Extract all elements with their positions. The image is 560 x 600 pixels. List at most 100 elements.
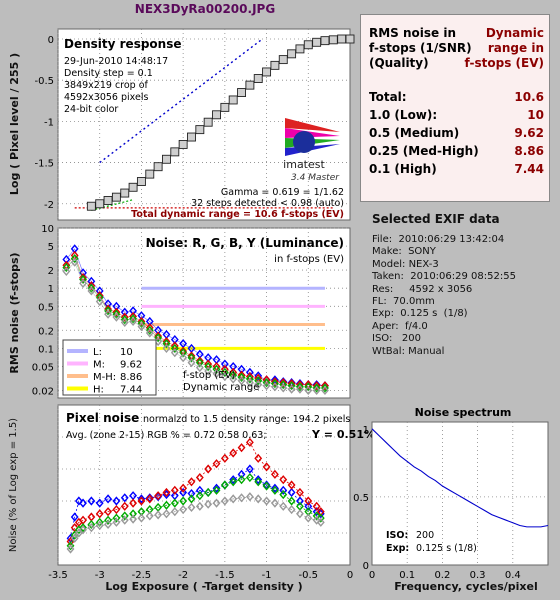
pixel-marker (179, 487, 188, 498)
pixel-marker (212, 498, 221, 508)
density-info-4: 4592x3056 pixels (64, 92, 148, 103)
pixel-marker (70, 533, 79, 543)
pixel-series-line (70, 477, 321, 546)
pixel-title: Pixel noise (66, 411, 139, 425)
pixel-marker (296, 496, 304, 506)
pixel-xtick-label: -3.5 (48, 570, 68, 581)
pixel-marker (137, 496, 146, 506)
noise-marker (220, 359, 229, 369)
noise-marker (204, 361, 213, 372)
pixel-marker (316, 517, 325, 527)
spectrum-iso-label: ISO: (386, 530, 408, 541)
density-step-marker (95, 199, 105, 209)
rms-row-label-3: 0.25 (Med-High) (369, 144, 479, 158)
noise-marker (304, 380, 313, 390)
noise-marker (95, 292, 104, 303)
pixel-marker (112, 517, 121, 527)
pixel-marker (229, 477, 238, 487)
noise-marker (296, 384, 304, 394)
noise-marker (220, 367, 229, 377)
pixel-marker (162, 487, 171, 498)
density-step-marker (228, 95, 238, 105)
density-step-marker (136, 177, 146, 186)
density-info-5: 24-bit color (64, 104, 118, 115)
pixel-marker (245, 492, 254, 502)
rms-header-left-2: f-stops (1/SNR) (369, 41, 472, 55)
rms-header-right-2: range in (488, 41, 544, 55)
noise-ytick-label: 5 (48, 242, 54, 253)
pixel-marker (245, 472, 254, 483)
density-step-marker (312, 37, 322, 47)
noise-ylabel: RMS noise (f-stops) (8, 252, 21, 373)
noise-marker (170, 348, 179, 358)
noise-ytick-label: 10 (41, 224, 54, 235)
pixel-marker (95, 509, 104, 519)
noise-ytick-label: 2 (48, 266, 54, 277)
density-info-1: 29-Jun-2010 14:48:17 (64, 56, 168, 67)
pixel-marker (137, 513, 146, 523)
noise-ytick-label: 1 (48, 284, 54, 295)
rms-row-label-0: Total: (369, 90, 407, 104)
noise-marker (254, 380, 263, 390)
noise-marker (137, 322, 146, 332)
noise-subtitle: in f-stops (EV) (274, 254, 344, 265)
pixel-marker (104, 507, 112, 517)
density-step-marker (287, 49, 297, 59)
density-ytick-label: -0.5 (34, 76, 54, 87)
legend-key: L: (93, 347, 102, 358)
pixel-xtick-label: -2.5 (132, 570, 152, 581)
noise-marker (262, 381, 271, 391)
spectrum-xtick-label: 0.4 (505, 570, 521, 581)
exif-row: Aper: f/4.0 (372, 320, 428, 332)
density-step-marker (345, 34, 355, 44)
density-step-marker (203, 117, 213, 127)
legend-value: 7.44 (120, 385, 142, 396)
noise-marker (179, 348, 188, 358)
noise-marker (270, 382, 279, 392)
density-ylabel: Log ( Pixel level / 255 ) (8, 53, 21, 195)
legend-key: M-H: (93, 372, 116, 383)
pixel-marker (104, 494, 112, 504)
density-step-marker (262, 67, 272, 77)
noise-marker (112, 307, 121, 317)
noise-marker (112, 309, 121, 319)
pixel-marker (312, 515, 321, 525)
pixel-marker (112, 504, 121, 515)
pixel-marker (212, 483, 221, 493)
pixel-marker (162, 500, 171, 510)
pixel-marker (254, 475, 263, 485)
rms-row-label-1: 1.0 (Low): (369, 108, 437, 122)
density-step-marker (245, 80, 255, 90)
noise-marker (137, 316, 146, 327)
density-step-marker (103, 196, 113, 205)
pixel-marker (229, 448, 238, 458)
legend-value: 9.62 (120, 360, 142, 371)
pixel-marker (79, 498, 87, 508)
pixel-marker (229, 475, 238, 485)
pixel-marker (296, 487, 304, 498)
pixel-marker (112, 496, 121, 506)
noise-marker (262, 375, 271, 385)
rms-row-label-2: 0.5 (Medium) (369, 126, 459, 140)
spectrum-ytick-label: 1 (363, 425, 369, 436)
noise-marker (304, 385, 313, 396)
spectrum-title: Noise spectrum (415, 406, 512, 419)
pixel-marker (254, 477, 263, 487)
gamma-text: Gamma = 0.619 = 1/1.62 (221, 187, 344, 198)
spectrum-exp-value: 0.125 s (1/8) (416, 543, 477, 554)
pixel-marker (312, 501, 321, 511)
noise-marker (129, 316, 138, 327)
spectrum-ytick-label: 0.5 (353, 493, 369, 504)
fstop-label: f-stop (EV) (183, 370, 235, 381)
density-step-marker (295, 44, 305, 54)
density-ytick-label: -2 (44, 200, 54, 211)
pixel-marker (220, 480, 229, 490)
noise-marker (204, 366, 213, 376)
pixel-marker (279, 490, 288, 500)
spectrum-plot-area (371, 421, 549, 566)
pixel-marker (195, 472, 204, 483)
density-step-marker (270, 60, 280, 70)
noise-marker (212, 364, 221, 374)
pixel-marker (187, 477, 196, 487)
pixel-marker (66, 544, 75, 554)
